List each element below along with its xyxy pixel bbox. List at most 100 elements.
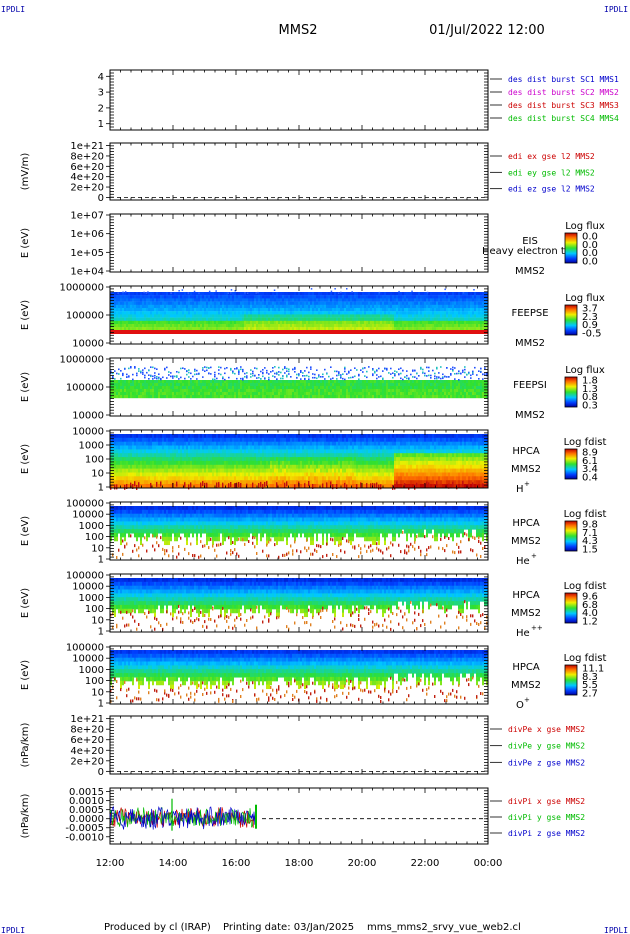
cell (110, 314, 112, 318)
cell (372, 368, 374, 370)
cell (316, 308, 318, 312)
cell (372, 304, 374, 309)
cell (416, 314, 418, 318)
cell (224, 317, 226, 321)
cell (318, 389, 320, 393)
cell (258, 392, 260, 396)
cell (434, 301, 436, 305)
cell (228, 308, 230, 312)
cell (342, 392, 344, 396)
cell (260, 308, 262, 312)
cell (452, 298, 454, 302)
cell (372, 369, 374, 371)
cell (424, 324, 426, 328)
cell (260, 386, 262, 390)
cell (116, 449, 118, 454)
cell (414, 304, 416, 309)
cell (436, 317, 438, 321)
cell (176, 308, 178, 312)
cell (136, 453, 138, 458)
cell (234, 308, 236, 312)
cell (480, 308, 482, 312)
cell (118, 368, 120, 371)
cell (176, 295, 178, 299)
cell (136, 311, 138, 315)
cell (430, 308, 432, 312)
cell (338, 317, 340, 321)
cell (372, 295, 374, 299)
cell (408, 317, 410, 321)
cell (218, 383, 220, 387)
cell (472, 298, 474, 302)
cell (290, 317, 292, 321)
cell (398, 298, 400, 302)
cell (174, 380, 176, 384)
cell (482, 320, 484, 325)
cell (186, 389, 188, 393)
cell (298, 317, 300, 321)
cell (348, 311, 350, 315)
cell (296, 327, 298, 331)
cell (460, 383, 462, 387)
cell (386, 320, 388, 325)
cell (158, 295, 160, 299)
cell (268, 330, 270, 334)
cell (332, 386, 334, 390)
cell (428, 308, 430, 312)
cell (248, 295, 250, 299)
cell (298, 301, 300, 305)
cell (118, 308, 120, 312)
cell (156, 330, 158, 334)
cell (354, 320, 356, 325)
cell (206, 389, 208, 393)
cell (168, 395, 170, 399)
cell (470, 392, 472, 396)
cell (234, 320, 236, 325)
cell (290, 304, 292, 309)
cell (458, 395, 460, 399)
cell (462, 395, 464, 399)
cell (202, 383, 204, 387)
cell (334, 386, 336, 390)
cell (240, 295, 242, 299)
cell (328, 380, 330, 384)
cell (332, 324, 334, 328)
cell (190, 311, 192, 315)
cell (230, 292, 232, 294)
cell (300, 314, 302, 318)
cell (254, 304, 256, 309)
cell (316, 301, 318, 305)
cell (114, 301, 116, 305)
ytick-label: 1e+21 (70, 141, 104, 152)
cell (162, 330, 164, 334)
cell (126, 453, 128, 458)
cell (218, 308, 220, 312)
cell (172, 311, 174, 315)
cell (238, 327, 240, 331)
cell (368, 392, 370, 396)
cell (200, 383, 202, 387)
cell (398, 327, 400, 331)
cell (412, 292, 414, 296)
cell (460, 298, 462, 302)
cell (304, 392, 306, 396)
cell (166, 380, 168, 384)
cell (348, 370, 350, 373)
cell (482, 330, 484, 334)
cell (410, 308, 412, 312)
cell (282, 377, 284, 380)
cell (126, 464, 128, 470)
cell (334, 311, 336, 315)
cell (322, 327, 324, 331)
cell (344, 392, 346, 396)
cell (288, 383, 290, 387)
cell (220, 389, 222, 393)
cell (312, 314, 314, 318)
cell (150, 366, 152, 368)
cell (422, 392, 424, 396)
cell (476, 327, 478, 331)
cell (132, 330, 134, 334)
cell (140, 460, 142, 466)
cell (434, 377, 436, 380)
